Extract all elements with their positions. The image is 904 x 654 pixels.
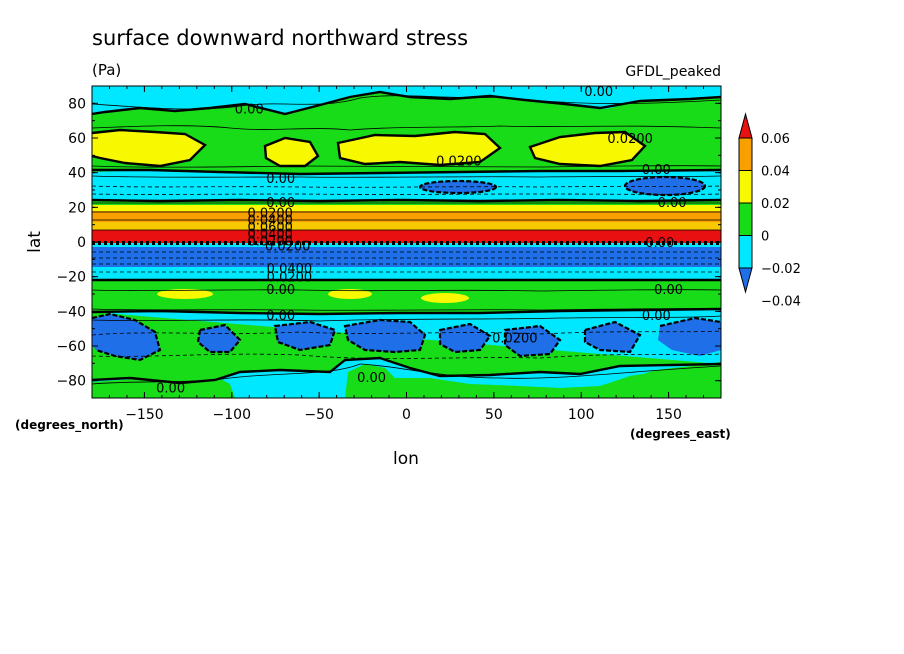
dashed-negative-contours: [92, 185, 721, 359]
orange-tropics-band: [92, 211, 721, 222]
contour-label: 0.00: [266, 172, 295, 187]
cyan-arctic-region: [92, 86, 721, 114]
yellow-sh-patch-2: [328, 289, 372, 299]
contour-label: 0.0200: [247, 207, 293, 222]
x-tick-label: −50: [304, 407, 334, 423]
contour-label: 0.00: [584, 85, 613, 100]
contour-label: 0.0200: [267, 271, 313, 286]
dashed-thick-contours: [92, 175, 721, 362]
colorbar-label: −0.02: [761, 262, 801, 277]
blue-sh-blob-6: [505, 326, 560, 356]
contour-label: 0.0200: [607, 132, 653, 147]
cyan-southern-ocean: [92, 309, 721, 398]
blue-nh-blob-2: [625, 177, 705, 195]
green-antarctic-region-2: [345, 364, 721, 398]
contour-label: 0.00: [266, 309, 295, 324]
contour-label: 0.0400: [247, 227, 293, 242]
y-axis-title: lat: [25, 231, 45, 253]
y-tick-label: −80: [56, 374, 86, 390]
contour-label: 0.0200: [436, 155, 482, 170]
orange-tropics-overlap: [92, 222, 721, 230]
colorbar: 0.06 0.04 0.02 0 −0.02 −0.04: [738, 112, 801, 310]
colorbar-swatch: [738, 202, 753, 236]
colorbar-label: −0.04: [761, 295, 801, 310]
contour-label: 0.00: [357, 371, 386, 386]
model-label: GFDL_peaked: [625, 64, 721, 80]
y-tick-label: 80: [68, 96, 86, 112]
blue-sh-blob-4: [345, 320, 425, 352]
x-tick-label: 0: [402, 407, 411, 423]
colorbar-swatch: [738, 235, 753, 269]
contour-label: 0.0400: [247, 213, 293, 228]
blue-sh-blob-2: [198, 325, 240, 352]
cyan-nh-band: [92, 170, 721, 201]
y-tick-label: −60: [56, 339, 86, 355]
colorbar-label: 0: [761, 230, 769, 245]
contour-label: 0.0400: [267, 262, 313, 277]
plot-field: 0.000.000.02000.02000.000.000.000.000.02…: [92, 85, 721, 398]
yellow-nh-patch-1: [92, 130, 205, 166]
y-tick-label: −20: [56, 270, 86, 286]
y-units-label: (degrees_north): [15, 418, 124, 433]
red-equatorial-band: [92, 230, 721, 243]
blue-sh-blob-8: [658, 318, 721, 356]
x-tick-label: −150: [125, 407, 163, 423]
yellow-sh-patch-1: [157, 289, 213, 299]
contour-label-layer: 0.000.000.02000.02000.000.000.000.000.02…: [156, 85, 687, 397]
colorbar-label: 0.06: [761, 132, 790, 147]
x-axis-title: lon: [393, 449, 419, 469]
blue-sh-blob-7: [585, 322, 640, 352]
blue-sh-blob-5: [440, 324, 490, 352]
x-units-label: (degrees_east): [630, 427, 731, 442]
contour-label: 0.00: [645, 236, 674, 251]
colorbar-bottom-triangle: [738, 267, 753, 294]
contour-label: 0.00: [156, 382, 185, 397]
units-label: (Pa): [92, 61, 121, 79]
contour-label: 0.00: [642, 163, 671, 178]
chart-title: surface downward northward stress: [92, 26, 468, 50]
blue-sh-blob-3: [275, 322, 335, 350]
y-tick-label: 60: [68, 131, 86, 147]
colorbar-swatch: [738, 170, 753, 204]
yellow-sh-patch-3: [421, 293, 469, 303]
y-tick-label: 20: [68, 200, 86, 216]
contour-label: 0.00: [642, 309, 671, 324]
cyan-sh-tropics-band: [92, 267, 721, 280]
x-axis: −150 −100 −50 0 50 100 150: [108, 86, 705, 423]
thick-zero-contours: [92, 90, 721, 385]
colorbar-swatch: [738, 137, 753, 171]
contour-label: 0.0200: [247, 234, 293, 249]
contour-lines: [92, 95, 721, 385]
yellow-nh-patch-4: [530, 132, 645, 166]
colorbar-label: 0.02: [761, 197, 790, 212]
contour-label: 0.00: [266, 196, 295, 211]
x-tick-label: 100: [568, 407, 595, 423]
y-tick-label: 40: [68, 166, 86, 182]
contour-label: 0.00: [658, 196, 687, 211]
contour-label: 0.00: [266, 283, 295, 298]
yellow-nh-patch-2: [265, 138, 318, 166]
x-tick-label: 50: [485, 407, 503, 423]
y-axis: 80 60 40 20 0 −20 −40 −60 −80: [56, 85, 721, 399]
y-tick-label: 0: [77, 235, 86, 251]
contour-label: 0.00: [654, 283, 683, 298]
yellow-tropics-band: [92, 205, 721, 211]
yellow-nh-patch-3: [338, 132, 500, 165]
colorbar-label: 0.04: [761, 165, 790, 180]
x-tick-label: 150: [655, 407, 682, 423]
colorbar-top-triangle: [738, 112, 753, 139]
y-tick-label: −40: [56, 304, 86, 320]
contour-label: 0.0200: [492, 331, 538, 346]
x-tick-label: −100: [213, 407, 251, 423]
contour-label: 0.0600: [247, 220, 293, 235]
contour-label: 0.0200: [265, 239, 311, 254]
contour-label: 0.00: [235, 103, 264, 118]
